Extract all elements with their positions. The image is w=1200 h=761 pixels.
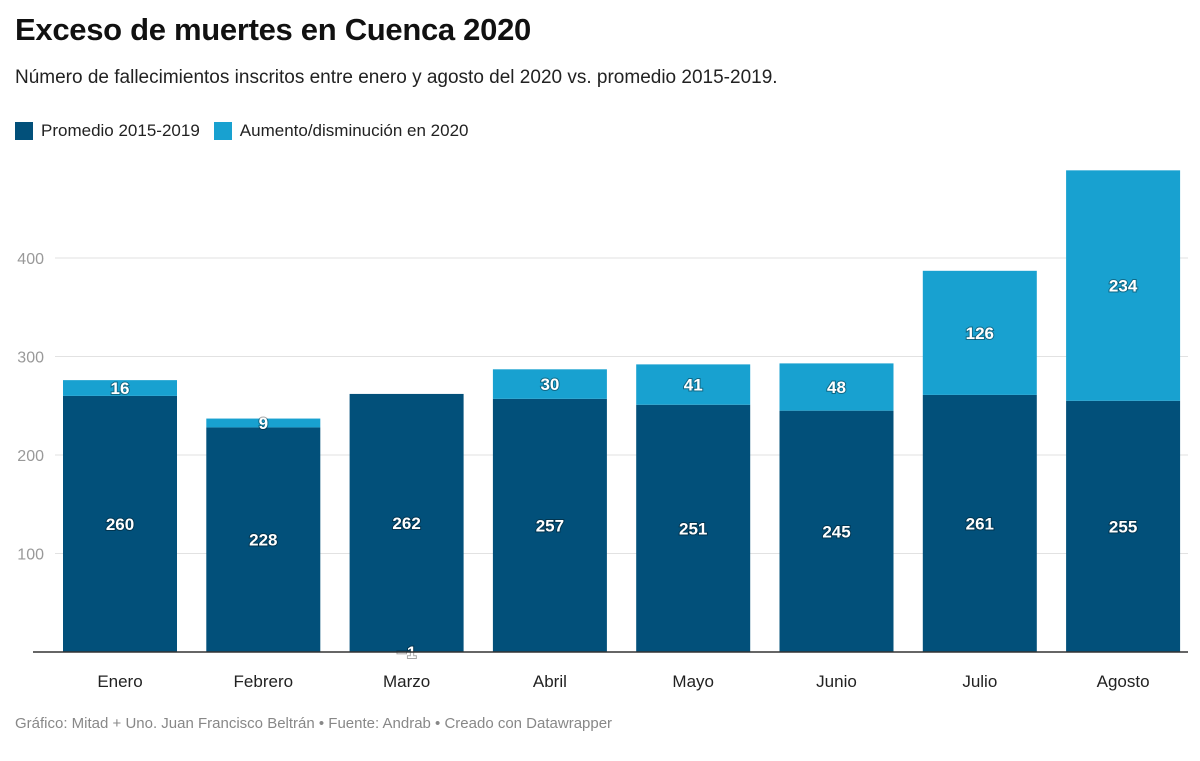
bar-label-aumento: 9	[259, 414, 268, 433]
legend-label-aumento: Aumento/disminución en 2020	[239, 121, 469, 140]
y-tick-label: 400	[17, 251, 44, 268]
bar-label-promedio: 255	[1109, 517, 1137, 536]
bar-label-aumento: 30	[540, 375, 559, 394]
y-tick-label: 300	[17, 350, 44, 367]
x-tick-label: Junio	[816, 672, 857, 691]
x-tick-label: Enero	[97, 672, 142, 691]
bar-promedio	[349, 393, 464, 652]
bar-label-aumento: 41	[684, 376, 703, 395]
x-tick-label: Agosto	[1097, 672, 1150, 691]
chart-subtitle: Número de fallecimientos inscritos entre…	[15, 67, 778, 88]
bar-aumento	[779, 363, 894, 411]
chart-title: Exceso de muertes en Cuenca 2020	[15, 12, 531, 47]
legend-swatch-aumento	[213, 122, 232, 140]
bar-promedio	[779, 410, 894, 652]
bar-promedio	[492, 398, 607, 652]
chart-footer: Gráfico: Mitad + Uno. Juan Francisco Bel…	[15, 715, 613, 732]
bar-label-promedio: 257	[536, 516, 564, 535]
bar-promedio	[63, 395, 177, 652]
x-tick-label: Mayo	[672, 672, 714, 691]
legend-item-promedio: Promedio 2015-2019	[15, 121, 200, 141]
bar-promedio	[922, 394, 1037, 652]
bar-label-aumento: 48	[827, 378, 846, 397]
bar-aumento	[1066, 170, 1181, 401]
bar-label-promedio: 251	[679, 519, 707, 538]
bar-aumento	[63, 380, 177, 396]
bar-aumento	[636, 364, 751, 405]
bar-promedio	[1066, 400, 1181, 652]
legend-item-aumento: Aumento/disminución en 2020	[213, 121, 469, 141]
bar-label-aumento: 234	[1109, 277, 1138, 296]
bar-aumento	[206, 418, 321, 428]
bar-aumento	[922, 270, 1037, 395]
bar-label-promedio: 262	[392, 514, 420, 533]
x-tick-label: Abril	[533, 672, 567, 691]
x-tick-label: Marzo	[383, 672, 430, 691]
bar-label-promedio: 260	[106, 515, 134, 534]
stacked-bar-chart: 10020030040026016Enero2289Febrero262−1Ma…	[17, 170, 1188, 691]
bar-label-promedio: 261	[966, 514, 994, 533]
x-tick-label: Julio	[962, 672, 997, 691]
y-tick-label: 200	[17, 448, 44, 465]
y-tick-label: 100	[17, 547, 44, 564]
bar-label-promedio: 228	[249, 531, 277, 550]
bar-label-promedio: 245	[822, 522, 850, 541]
legend-label-promedio: Promedio 2015-2019	[41, 121, 200, 140]
bar-aumento	[492, 369, 607, 399]
legend: Promedio 2015-2019 Aumento/disminución e…	[15, 121, 468, 141]
bar-label-aumento: 126	[966, 324, 994, 343]
bar-promedio	[636, 404, 751, 652]
bar-promedio	[206, 427, 321, 652]
x-tick-label: Febrero	[234, 672, 294, 691]
bar-label-aumento: 16	[111, 379, 130, 398]
legend-swatch-promedio	[15, 122, 33, 140]
